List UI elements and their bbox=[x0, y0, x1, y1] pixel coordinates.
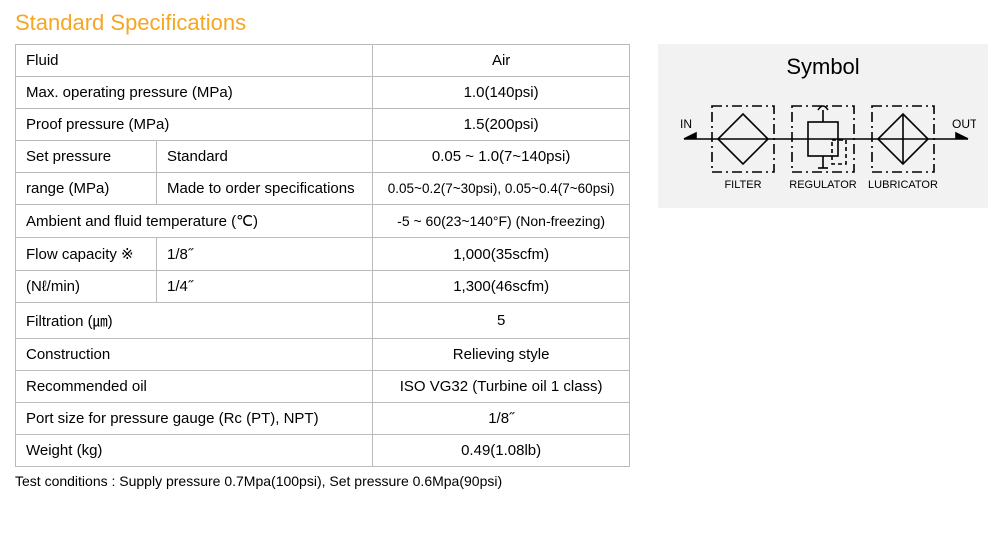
table-row: range (MPa) Made to order specifications… bbox=[16, 173, 630, 205]
footnote: Test conditions : Supply pressure 0.7Mpa… bbox=[15, 473, 630, 489]
spec-table: Fluid Air Max. operating pressure (MPa) … bbox=[15, 44, 630, 467]
content-row: Fluid Air Max. operating pressure (MPa) … bbox=[15, 44, 985, 489]
cell-label: Construction bbox=[16, 339, 373, 371]
cell-label: Weight (kg) bbox=[16, 435, 373, 467]
table-row: Filtration (㎛) 5 bbox=[16, 303, 630, 339]
cell-label: Port size for pressure gauge (Rc (PT), N… bbox=[16, 403, 373, 435]
symbol-regulator-label: REGULATOR bbox=[789, 179, 856, 191]
cell-label: Max. operating pressure (MPa) bbox=[16, 77, 373, 109]
table-row: Construction Relieving style bbox=[16, 339, 630, 371]
table-row: Fluid Air bbox=[16, 45, 630, 77]
cell-group-label: (Nℓ/min) bbox=[16, 271, 157, 303]
cell-value: 1,000(35scfm) bbox=[373, 238, 630, 271]
table-row: Max. operating pressure (MPa) 1.0(140psi… bbox=[16, 77, 630, 109]
cell-sub-label: Standard bbox=[157, 141, 373, 173]
cell-sub-label: 1/8˝ bbox=[157, 238, 373, 271]
symbol-diagram: IN OUT FILTER REGULATOR LUBRICATOR bbox=[676, 84, 976, 194]
table-row: Weight (kg) 0.49(1.08lb) bbox=[16, 435, 630, 467]
cell-value: 0.05 ~ 1.0(7~140psi) bbox=[373, 141, 630, 173]
cell-label: Filtration (㎛) bbox=[16, 303, 373, 339]
symbol-panel: Symbol bbox=[658, 44, 988, 208]
cell-sub-label: Made to order specifications bbox=[157, 173, 373, 205]
symbol-filter-label: FILTER bbox=[724, 179, 761, 191]
cell-group-label: range (MPa) bbox=[16, 173, 157, 205]
cell-value: 5 bbox=[373, 303, 630, 339]
cell-label: Fluid bbox=[16, 45, 373, 77]
table-row: Proof pressure (MPa) 1.5(200psi) bbox=[16, 109, 630, 141]
symbol-lubricator-label: LUBRICATOR bbox=[868, 179, 938, 191]
cell-value: 1.5(200psi) bbox=[373, 109, 630, 141]
table-row: (Nℓ/min) 1/4˝ 1,300(46scfm) bbox=[16, 271, 630, 303]
table-row: Recommended oil ISO VG32 (Turbine oil 1 … bbox=[16, 371, 630, 403]
spec-block: Fluid Air Max. operating pressure (MPa) … bbox=[15, 44, 630, 489]
cell-value: 0.05~0.2(7~30psi), 0.05~0.4(7~60psi) bbox=[373, 173, 630, 205]
cell-group-label: Set pressure bbox=[16, 141, 157, 173]
cell-label: Ambient and fluid temperature (℃) bbox=[16, 205, 373, 238]
cell-value: 1.0(140psi) bbox=[373, 77, 630, 109]
cell-value: Relieving style bbox=[373, 339, 630, 371]
page-title: Standard Specifications bbox=[15, 10, 985, 36]
symbol-out-label: OUT bbox=[952, 117, 976, 131]
table-row: Flow capacity ※ 1/8˝ 1,000(35scfm) bbox=[16, 238, 630, 271]
table-row: Set pressure Standard 0.05 ~ 1.0(7~140ps… bbox=[16, 141, 630, 173]
cell-value: 1,300(46scfm) bbox=[373, 271, 630, 303]
cell-value: 1/8˝ bbox=[373, 403, 630, 435]
cell-sub-label: 1/4˝ bbox=[157, 271, 373, 303]
symbol-title: Symbol bbox=[676, 54, 970, 80]
table-row: Port size for pressure gauge (Rc (PT), N… bbox=[16, 403, 630, 435]
cell-value: -5 ~ 60(23~140°F) (Non-freezing) bbox=[373, 205, 630, 238]
cell-value: Air bbox=[373, 45, 630, 77]
cell-label: Recommended oil bbox=[16, 371, 373, 403]
cell-value: ISO VG32 (Turbine oil 1 class) bbox=[373, 371, 630, 403]
symbol-in-label: IN bbox=[680, 117, 692, 131]
cell-group-label: Flow capacity ※ bbox=[16, 238, 157, 271]
table-row: Ambient and fluid temperature (℃) -5 ~ 6… bbox=[16, 205, 630, 238]
cell-label: Proof pressure (MPa) bbox=[16, 109, 373, 141]
cell-value: 0.49(1.08lb) bbox=[373, 435, 630, 467]
